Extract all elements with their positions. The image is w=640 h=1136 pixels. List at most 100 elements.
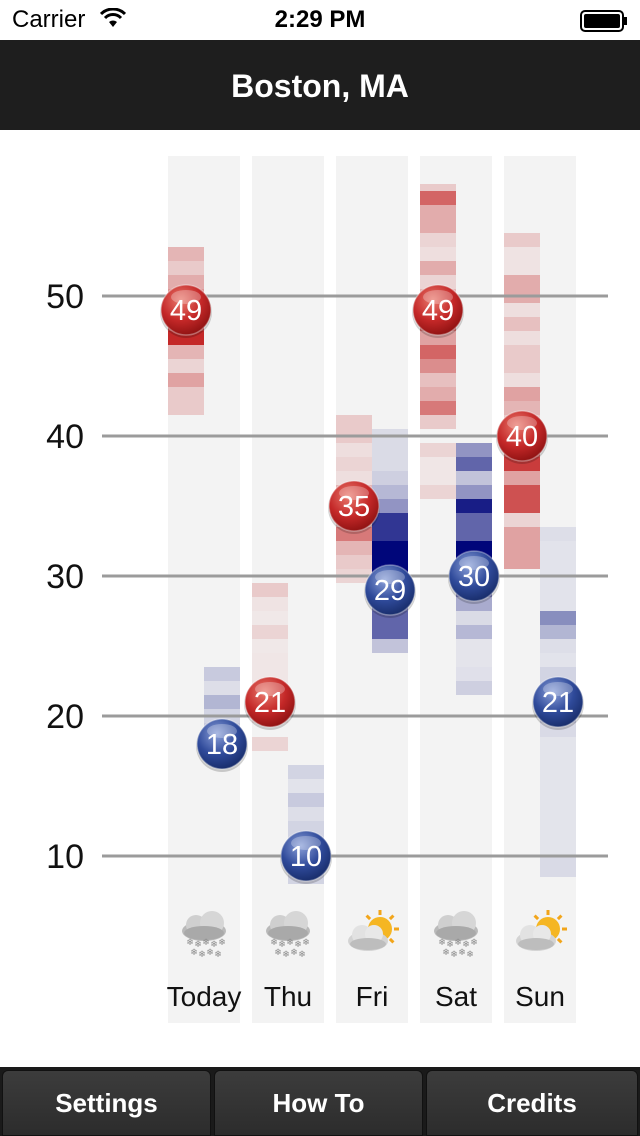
high-probability-band	[168, 359, 204, 373]
carrier-label: Carrier	[12, 6, 86, 33]
page-title: Boston, MA	[231, 68, 409, 104]
how-to-button[interactable]: How To	[214, 1070, 423, 1136]
low-probability-band	[456, 443, 492, 457]
svg-text:❄: ❄	[302, 938, 310, 948]
high-probability-band	[420, 275, 456, 289]
high-probability-band	[336, 527, 372, 541]
high-temp-label: 49	[170, 295, 202, 327]
high-probability-band	[504, 275, 540, 303]
high-temp-marker	[160, 284, 212, 336]
high-probability-band	[252, 625, 288, 639]
high-probability-band	[336, 541, 372, 555]
low-probability-band	[456, 681, 492, 695]
navigation-bar: Boston, MA	[0, 40, 640, 130]
low-probability-band	[456, 499, 492, 513]
svg-text:❄: ❄	[442, 948, 450, 958]
low-temp-marker	[196, 718, 248, 770]
high-probability-band	[252, 597, 288, 611]
low-probability-band	[456, 485, 492, 499]
svg-text:❄: ❄	[214, 950, 222, 960]
svg-text:❄: ❄	[438, 938, 446, 948]
high-probability-band	[336, 555, 372, 569]
low-probability-band	[540, 639, 576, 653]
day-label: Today	[167, 981, 242, 1012]
high-probability-band	[420, 359, 456, 373]
high-probability-band	[420, 457, 456, 485]
day-column	[504, 156, 576, 1023]
high-probability-band	[504, 373, 540, 387]
day-label: Sun	[515, 981, 565, 1012]
low-probability-band	[372, 499, 408, 513]
svg-text:❄: ❄	[278, 940, 286, 950]
svg-text:❄: ❄	[218, 938, 226, 948]
high-probability-band	[504, 317, 540, 331]
high-probability-band	[168, 275, 204, 289]
high-probability-band	[504, 401, 540, 415]
high-probability-band	[420, 387, 456, 401]
svg-text:❄: ❄	[450, 950, 458, 960]
high-probability-band	[504, 331, 540, 345]
tab-bar: Settings How To Credits	[0, 1067, 640, 1136]
svg-text:❄: ❄	[270, 938, 278, 948]
credits-button[interactable]: Credits	[426, 1070, 638, 1136]
svg-text:❄: ❄	[286, 938, 294, 948]
low-temp-marker	[364, 564, 416, 616]
high-probability-band	[420, 247, 456, 261]
high-probability-band	[504, 233, 540, 247]
high-temp-marker	[328, 480, 380, 532]
high-probability-band	[420, 345, 456, 359]
low-probability-band	[540, 653, 576, 667]
y-tick-label: 10	[46, 838, 84, 876]
svg-text:❄: ❄	[458, 948, 466, 958]
high-probability-band	[504, 513, 540, 527]
high-probability-band	[420, 205, 456, 233]
low-temp-marker	[532, 676, 584, 728]
low-probability-band	[288, 765, 324, 779]
status-time: 2:29 PM	[274, 6, 366, 33]
svg-text:❄: ❄	[466, 950, 474, 960]
high-probability-band	[336, 457, 372, 471]
svg-text:❄: ❄	[190, 948, 198, 958]
high-temp-label: 35	[338, 491, 370, 523]
low-probability-band	[456, 597, 492, 611]
high-temp-marker	[496, 410, 548, 462]
high-probability-band	[168, 331, 204, 345]
high-temp-label: 49	[422, 295, 454, 327]
low-probability-band	[456, 611, 492, 625]
low-probability-band	[372, 443, 408, 471]
low-probability-band	[456, 625, 492, 639]
low-probability-band	[204, 681, 240, 695]
svg-text:❄: ❄	[446, 940, 454, 950]
high-probability-band	[168, 345, 204, 359]
high-probability-band	[420, 401, 456, 415]
svg-text:❄: ❄	[210, 940, 218, 950]
svg-text:❄: ❄	[298, 950, 306, 960]
high-probability-band	[504, 471, 540, 485]
low-temp-label: 10	[290, 841, 322, 873]
low-temp-marker	[280, 830, 332, 882]
high-probability-band	[504, 485, 540, 513]
svg-text:❄: ❄	[202, 938, 210, 948]
high-probability-band	[252, 583, 288, 597]
high-probability-band	[420, 233, 456, 247]
high-probability-band	[504, 247, 540, 275]
low-probability-band	[540, 625, 576, 639]
high-temp-label: 40	[506, 421, 538, 453]
low-probability-band	[372, 485, 408, 499]
high-probability-band	[168, 387, 204, 415]
high-probability-band	[336, 443, 372, 457]
high-probability-band	[504, 527, 540, 569]
svg-text:❄: ❄	[198, 950, 206, 960]
high-probability-band	[420, 485, 456, 499]
high-temp-marker	[244, 676, 296, 728]
snow-cloud-icon: ❄ ❄ ❄ ❄ ❄❄ ❄ ❄ ❄	[434, 911, 478, 960]
low-probability-band	[288, 779, 324, 793]
low-probability-band	[372, 639, 408, 653]
battery-icon	[580, 10, 627, 32]
high-probability-band	[420, 191, 456, 205]
settings-button[interactable]: Settings	[2, 1070, 211, 1136]
low-probability-band	[372, 513, 408, 541]
low-probability-band	[540, 856, 576, 877]
low-probability-band	[456, 471, 492, 485]
day-label: Fri	[356, 981, 389, 1012]
